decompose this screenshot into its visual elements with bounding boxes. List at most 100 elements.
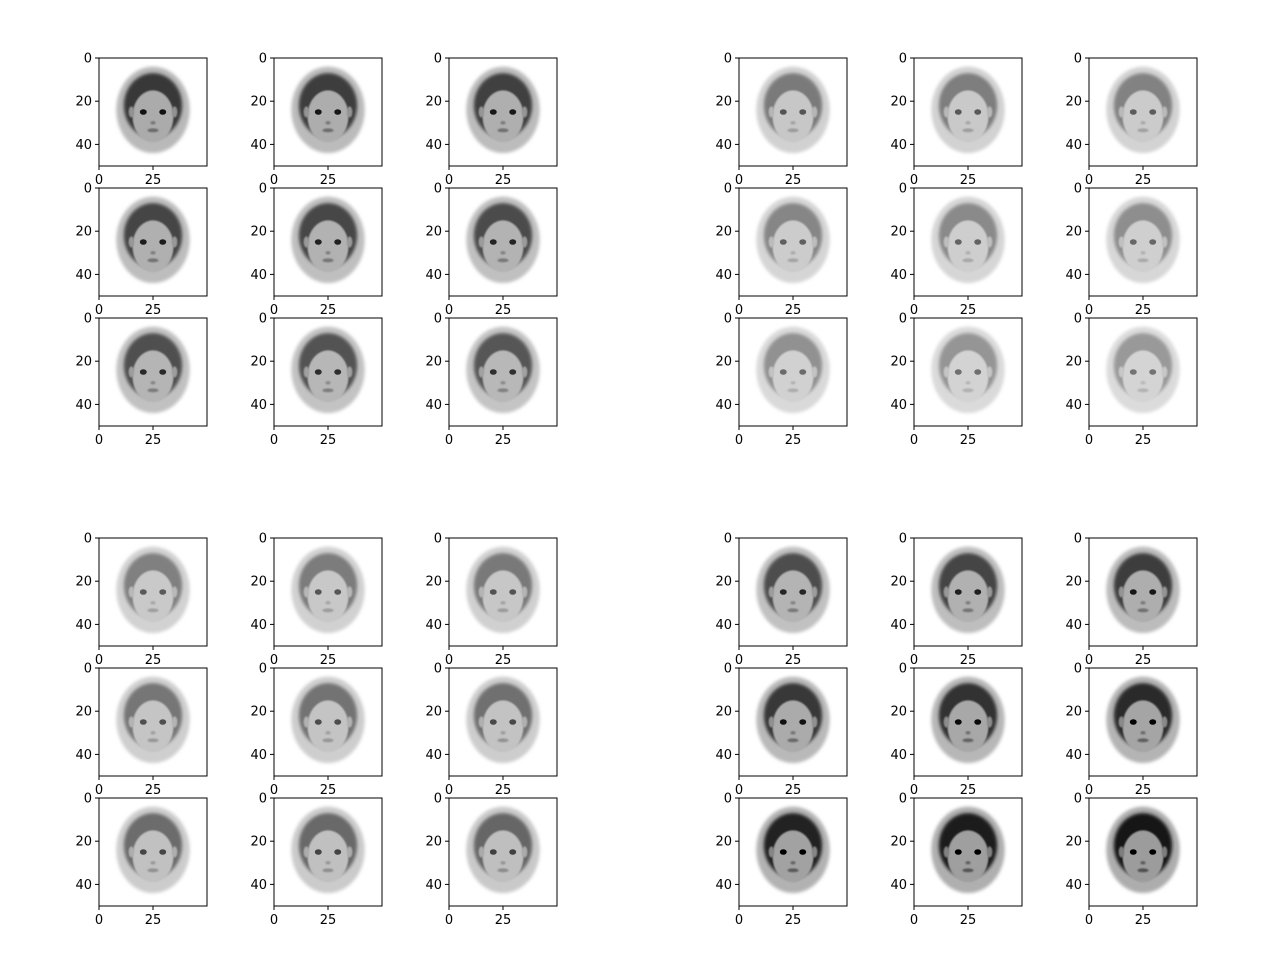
ear bbox=[943, 366, 950, 378]
x-tick-label: 0 bbox=[735, 433, 743, 448]
ear bbox=[768, 106, 775, 118]
x-tick-label: 25 bbox=[1135, 653, 1152, 668]
nose bbox=[965, 731, 971, 735]
x-tick-label: 25 bbox=[960, 303, 977, 318]
y-tick-label: 40 bbox=[425, 618, 442, 633]
eye bbox=[954, 239, 962, 245]
ear bbox=[1118, 236, 1125, 248]
ear bbox=[986, 106, 993, 118]
mouth bbox=[147, 128, 159, 133]
y-tick-label: 20 bbox=[890, 835, 907, 850]
eye bbox=[489, 849, 497, 855]
x-tick-label: 25 bbox=[495, 783, 512, 798]
y-tick-label: 20 bbox=[425, 575, 442, 590]
subplot-panel: 0 20 40 0 25 bbox=[425, 532, 558, 668]
face bbox=[772, 830, 814, 883]
y-tick-label: 0 bbox=[84, 312, 92, 327]
y-tick-label: 40 bbox=[1065, 398, 1082, 413]
face bbox=[1122, 700, 1164, 753]
ear bbox=[521, 716, 528, 728]
eye bbox=[334, 109, 342, 115]
face bbox=[307, 700, 349, 753]
face-image bbox=[1089, 538, 1197, 646]
y-tick-label: 0 bbox=[724, 792, 732, 807]
eye bbox=[334, 719, 342, 725]
y-tick-label: 20 bbox=[715, 705, 732, 720]
face-image bbox=[1089, 798, 1197, 906]
nose bbox=[500, 731, 506, 735]
ear bbox=[128, 366, 135, 378]
mouth bbox=[147, 868, 159, 873]
mouth bbox=[1137, 868, 1149, 873]
face-image bbox=[274, 58, 382, 166]
x-tick-label: 25 bbox=[960, 173, 977, 188]
y-tick-label: 0 bbox=[434, 792, 442, 807]
eye bbox=[1149, 369, 1157, 375]
nose bbox=[1140, 381, 1146, 385]
mouth bbox=[1137, 388, 1149, 393]
face-image bbox=[274, 798, 382, 906]
y-tick-label: 0 bbox=[434, 52, 442, 67]
face bbox=[772, 220, 814, 273]
face bbox=[482, 90, 524, 143]
mouth bbox=[962, 868, 974, 873]
y-tick-label: 0 bbox=[434, 312, 442, 327]
ear bbox=[943, 716, 950, 728]
x-tick-label: 0 bbox=[445, 913, 453, 928]
ear bbox=[1161, 716, 1168, 728]
face bbox=[132, 570, 174, 623]
subplot-panel: 0 20 40 0 25 bbox=[250, 662, 383, 798]
y-tick-label: 0 bbox=[84, 792, 92, 807]
eye bbox=[139, 849, 147, 855]
y-tick-label: 20 bbox=[75, 225, 92, 240]
mouth bbox=[497, 258, 509, 263]
x-tick-label: 25 bbox=[785, 913, 802, 928]
y-tick-label: 40 bbox=[1065, 138, 1082, 153]
face bbox=[132, 700, 174, 753]
nose bbox=[965, 381, 971, 385]
eye bbox=[509, 589, 517, 595]
y-tick-label: 20 bbox=[715, 225, 732, 240]
y-tick-label: 0 bbox=[899, 312, 907, 327]
face bbox=[307, 90, 349, 143]
subplot-group-4: 0 20 40 0 25 0 20 40 0 25 0 20 40 0 25 0 20 40 0 25 0 20 40 0 25… bbox=[715, 532, 1198, 928]
x-tick-label: 25 bbox=[785, 653, 802, 668]
eye bbox=[779, 109, 787, 115]
nose bbox=[500, 381, 506, 385]
eye bbox=[779, 849, 787, 855]
x-tick-label: 25 bbox=[495, 433, 512, 448]
ear bbox=[1118, 716, 1125, 728]
y-tick-label: 40 bbox=[890, 268, 907, 283]
mouth bbox=[962, 128, 974, 133]
y-tick-label: 0 bbox=[724, 532, 732, 547]
y-tick-label: 20 bbox=[715, 95, 732, 110]
y-tick-label: 20 bbox=[250, 575, 267, 590]
y-tick-label: 40 bbox=[715, 138, 732, 153]
face-image bbox=[449, 668, 557, 776]
ear bbox=[1118, 106, 1125, 118]
nose bbox=[965, 121, 971, 125]
y-tick-label: 40 bbox=[250, 268, 267, 283]
x-tick-label: 0 bbox=[910, 303, 918, 318]
eye bbox=[159, 719, 167, 725]
ear bbox=[521, 236, 528, 248]
eye bbox=[489, 369, 497, 375]
mouth bbox=[962, 608, 974, 613]
ear bbox=[768, 716, 775, 728]
x-tick-label: 25 bbox=[785, 433, 802, 448]
nose bbox=[790, 861, 796, 865]
x-tick-label: 0 bbox=[95, 913, 103, 928]
y-tick-label: 0 bbox=[1074, 312, 1082, 327]
x-tick-label: 25 bbox=[1135, 303, 1152, 318]
y-tick-label: 0 bbox=[259, 312, 267, 327]
face-image bbox=[99, 798, 207, 906]
ear bbox=[1161, 106, 1168, 118]
x-tick-label: 0 bbox=[1085, 653, 1093, 668]
subplot-panel: 0 20 40 0 25 bbox=[75, 532, 208, 668]
subplot-panel: 0 20 40 0 25 bbox=[1065, 792, 1198, 928]
y-tick-label: 20 bbox=[250, 355, 267, 370]
subplot-panel: 0 20 40 0 25 bbox=[715, 792, 848, 928]
face-image bbox=[914, 668, 1022, 776]
eye bbox=[314, 109, 322, 115]
y-tick-label: 20 bbox=[890, 225, 907, 240]
